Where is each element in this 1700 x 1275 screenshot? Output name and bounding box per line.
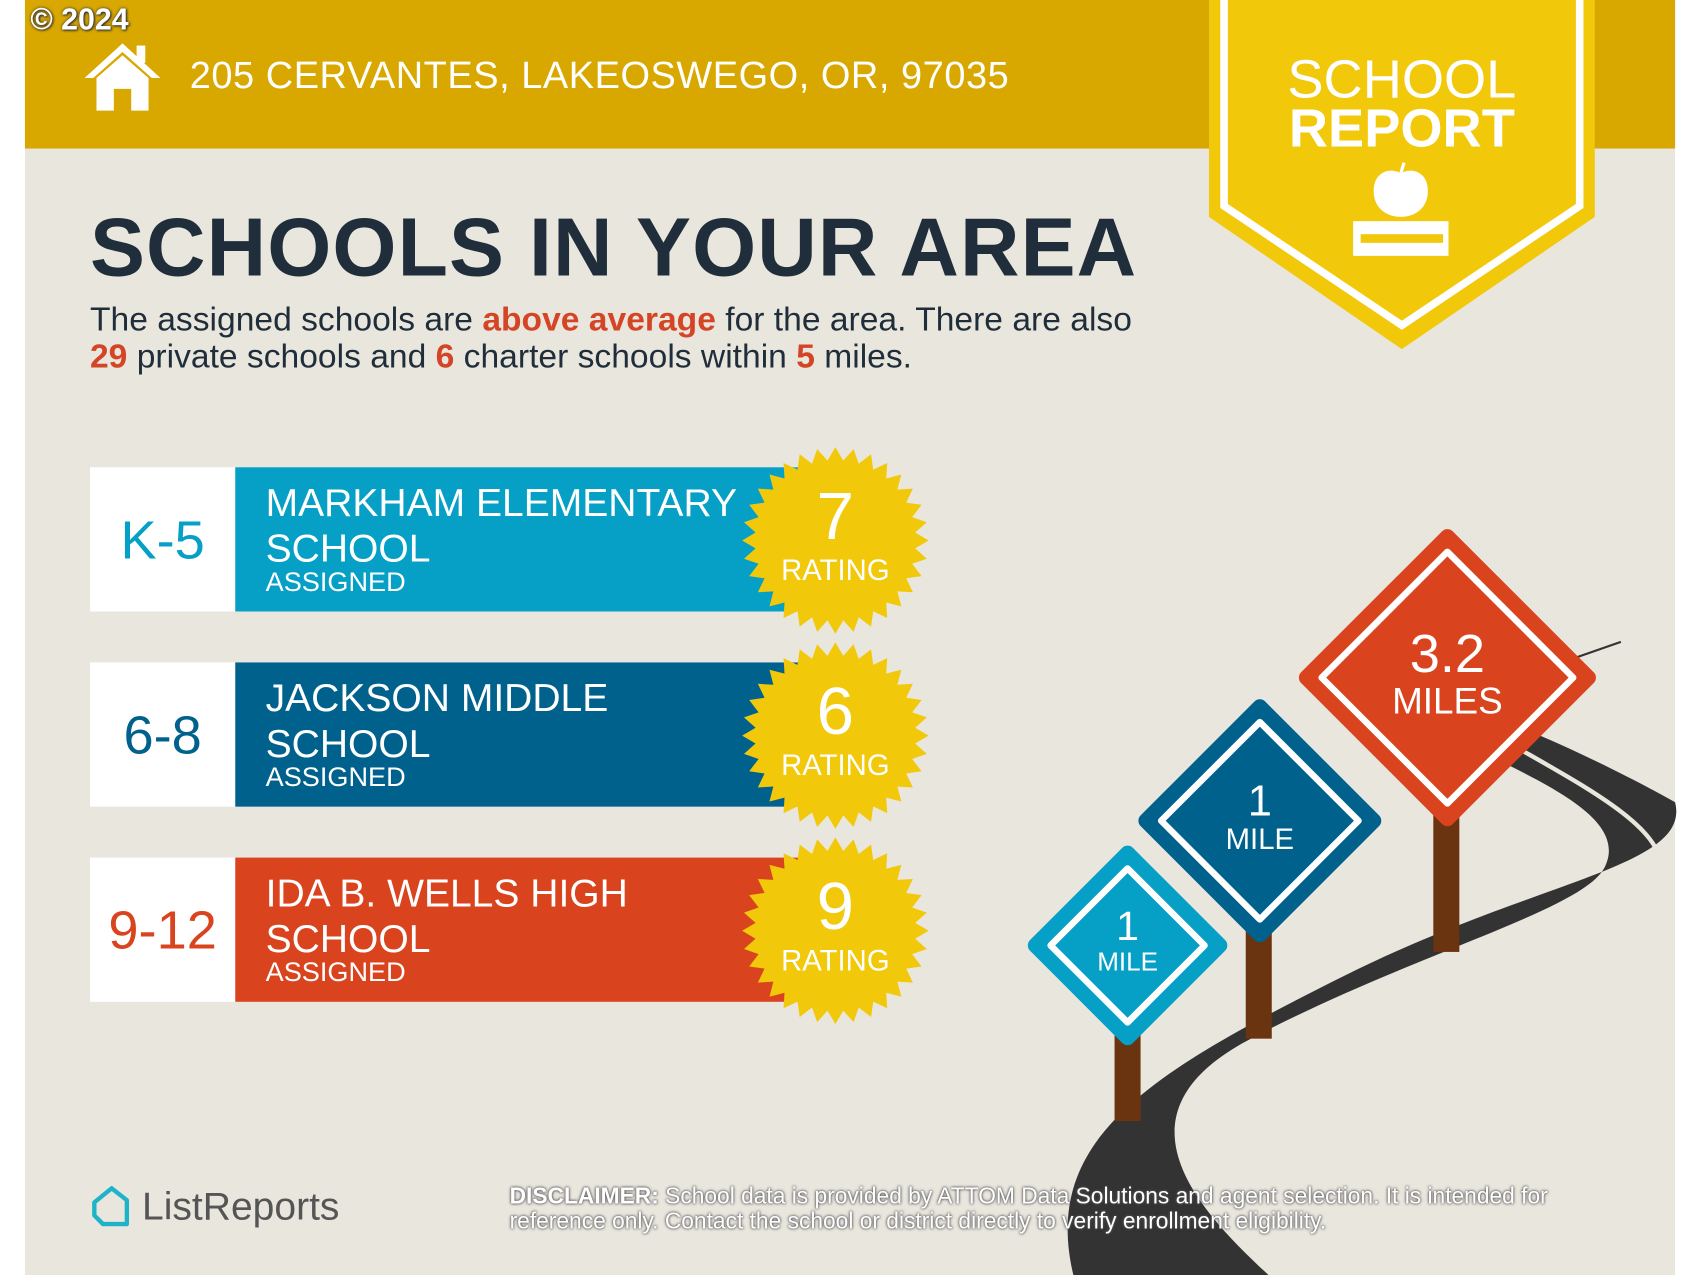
distance-sign xyxy=(1138,699,1382,943)
badge-line2: REPORT xyxy=(1288,97,1515,159)
school-status: ASSIGNED xyxy=(265,567,406,598)
distance-sign-border xyxy=(1318,548,1577,807)
rating-starburst xyxy=(742,837,929,1025)
distance-unit: MILES xyxy=(1392,680,1503,722)
listreports-logo: ListReports xyxy=(90,1184,339,1230)
distance-sign-label: 3.2 MILES xyxy=(1339,626,1556,721)
grade-range: 9-12 xyxy=(89,857,236,1002)
listreports-logo-icon xyxy=(92,1186,130,1227)
school-bar: IDA B. WELLS HIGH SCHOOL ASSIGNED xyxy=(235,857,800,1002)
distance-sign xyxy=(1027,845,1228,1046)
rating-label: RATING xyxy=(781,749,890,782)
disclaimer: DISCLAIMER: School data is provided by A… xyxy=(509,1183,1548,1234)
distance-value: 1 xyxy=(1247,777,1272,826)
school-row: K-5 MARKHAM ELEMENTARY SCHOOL ASSIGNED 7… xyxy=(89,447,929,634)
school-name: IDA B. WELLS HIGH SCHOOL xyxy=(265,870,628,961)
intro-text: The assigned schools are above average f… xyxy=(89,300,1132,376)
grade-range: K-5 xyxy=(89,467,236,612)
school-name: JACKSON MIDDLE SCHOOL xyxy=(265,675,609,766)
school-bar: MARKHAM ELEMENTARY SCHOOL ASSIGNED xyxy=(235,467,800,612)
badge-line1: SCHOOL xyxy=(1287,48,1517,110)
rating-starburst xyxy=(742,447,929,634)
distance-unit: MILE xyxy=(1097,947,1158,977)
rating-label: RATING xyxy=(781,944,890,977)
page-title: SCHOOLS IN YOUR AREA xyxy=(89,201,1138,294)
grade-range: 6-8 xyxy=(89,662,236,807)
distance-sign-label: 1 MILE xyxy=(1019,906,1236,978)
rating-label: RATING xyxy=(781,554,890,587)
property-address: 205 CERVANTES, LAKEOSWEGO, OR, 97035 xyxy=(189,54,1010,97)
copyright: © 2024 xyxy=(30,2,129,36)
distance-value: 1 xyxy=(1116,904,1140,950)
apple-on-book-icon xyxy=(1353,162,1449,256)
rating-starburst xyxy=(742,642,929,829)
logo-text: ListReports xyxy=(142,1183,340,1229)
rating-value: 6 xyxy=(816,674,855,750)
distance-sign-border xyxy=(1157,718,1362,923)
distance-sign xyxy=(1298,529,1596,827)
distance-value: 3.2 xyxy=(1409,622,1486,684)
school-status: ASSIGNED xyxy=(265,957,406,988)
distance-sign-border xyxy=(1047,865,1208,1026)
road-center-line xyxy=(1224,746,1663,1275)
distance-sign-label: 1 MILE xyxy=(1151,780,1368,857)
distance-unit: MILE xyxy=(1225,822,1295,856)
road xyxy=(1067,726,1677,1275)
school-row: 6-8 JACKSON MIDDLE SCHOOL ASSIGNED 6 RAT… xyxy=(89,642,929,829)
rating-value: 7 xyxy=(816,479,855,555)
school-status: ASSIGNED xyxy=(265,762,406,793)
school-bar: JACKSON MIDDLE SCHOOL ASSIGNED xyxy=(235,662,800,807)
school-name: MARKHAM ELEMENTARY SCHOOL xyxy=(265,480,737,571)
school-row: 9-12 IDA B. WELLS HIGH SCHOOL ASSIGNED 9… xyxy=(89,837,929,1025)
house-icon xyxy=(84,43,161,111)
rating-value: 9 xyxy=(816,869,855,945)
